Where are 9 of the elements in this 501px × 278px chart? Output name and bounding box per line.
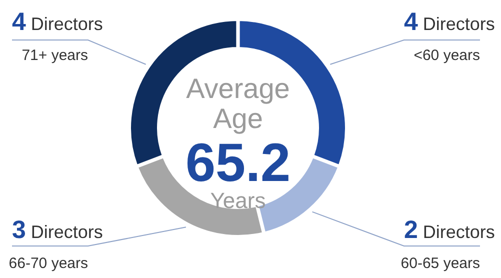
slice-label: 60-65 years bbox=[400, 255, 480, 272]
slice-label: 71+ years bbox=[22, 47, 88, 64]
slice-label: 66-70 years bbox=[8, 255, 88, 272]
data-label: 4 Directors bbox=[404, 8, 495, 36]
data-label: 2 Directors bbox=[404, 216, 495, 244]
slice-label: <60 years bbox=[414, 47, 480, 64]
text: Average Age bbox=[186, 73, 290, 134]
data-label: 3 Directors bbox=[12, 216, 103, 244]
data-label: 4 Directors bbox=[12, 8, 103, 36]
